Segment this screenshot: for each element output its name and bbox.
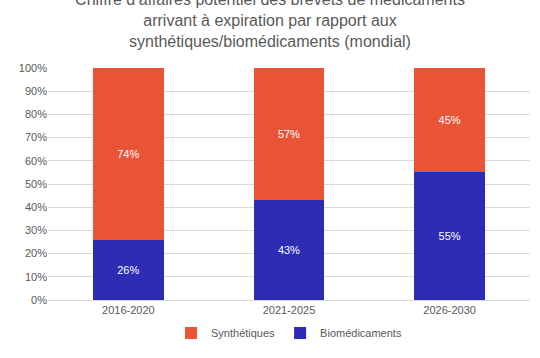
svg-text:Synthétiques: Synthétiques	[211, 327, 275, 339]
svg-text:100%: 100%	[19, 62, 47, 74]
svg-text:80%: 80%	[25, 108, 47, 120]
svg-text:Biomédicaments: Biomédicaments	[320, 327, 402, 339]
svg-text:2016-2020: 2016-2020	[102, 304, 155, 316]
svg-text:43%: 43%	[278, 244, 300, 256]
svg-text:Chiffre d’affaires potentiel d: Chiffre d’affaires potentiel des brevets…	[75, 0, 465, 50]
svg-text:57%: 57%	[278, 128, 300, 140]
svg-text:50%: 50%	[25, 178, 47, 190]
svg-text:2021-2025: 2021-2025	[263, 304, 316, 316]
svg-text:20%: 20%	[25, 247, 47, 259]
svg-text:0%: 0%	[31, 294, 47, 306]
svg-text:55%: 55%	[439, 230, 461, 242]
svg-text:40%: 40%	[25, 201, 47, 213]
svg-text:30%: 30%	[25, 224, 47, 236]
svg-text:10%: 10%	[25, 271, 47, 283]
svg-text:60%: 60%	[25, 155, 47, 167]
svg-text:70%: 70%	[25, 131, 47, 143]
svg-text:45%: 45%	[439, 114, 461, 126]
svg-text:2026-2030: 2026-2030	[423, 304, 476, 316]
svg-text:26%: 26%	[117, 264, 139, 276]
svg-text:90%: 90%	[25, 85, 47, 97]
svg-text:74%: 74%	[117, 148, 139, 160]
